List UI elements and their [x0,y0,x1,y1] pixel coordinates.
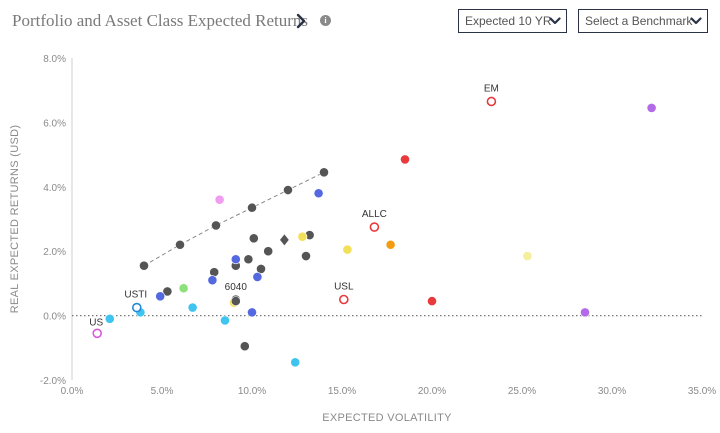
chart-point-labels: EM ALLC USL USTI US 6040 [89,83,499,328]
point-label: EM [484,83,499,94]
data-point [522,251,533,261]
data-point [162,286,173,297]
data-point [139,260,149,271]
data-point [427,296,437,307]
data-point [207,275,218,286]
x-tick-label: 0.0% [61,386,84,397]
labeled-point [132,302,142,313]
data-point [243,254,254,265]
y-tick-label: 6.0% [43,118,66,129]
data-point [313,188,324,199]
data-point [263,246,274,257]
y-tick-label: 8.0% [43,54,66,65]
data-point [247,307,257,318]
point-label: USTI [124,290,147,301]
data-point [297,231,308,242]
data-point [209,267,220,278]
data-point [248,233,259,244]
data-point [187,302,198,313]
y-tick-label: -2.0% [40,376,66,387]
labeled-point [92,328,102,339]
benchmark-dropdown-value: Select a Benchmark [585,14,693,28]
horizon-dropdown[interactable]: Expected 10 YR [458,9,567,33]
x-tick-label: 15.0% [328,386,356,397]
data-point [290,357,301,368]
labeled-point [338,294,349,305]
x-tick-label: 35.0% [688,386,716,397]
data-point [211,220,221,231]
y-tick-label: 0.0% [43,312,66,323]
x-tick-label: 5.0% [151,386,174,397]
data-point [385,239,396,250]
y-axis-label: REAL EXPECTED RETURNS (USD) [9,125,21,314]
labeled-point [486,96,497,107]
data-point [175,239,185,250]
data-point [239,341,250,352]
data-point [252,272,263,282]
x-axis-label: EXPECTED VOLATILITY [322,412,452,424]
labeled-point [369,222,380,232]
data-point [104,313,115,324]
data-point [230,254,241,265]
data-point [256,264,266,274]
chart-lines [143,171,325,267]
data-point [400,154,410,165]
data-point [283,185,293,195]
x-tick-label: 20.0% [418,386,446,397]
chevron-down-icon [690,17,702,25]
horizon-dropdown-value: Expected 10 YR [465,14,552,28]
x-tick-label: 25.0% [508,386,536,397]
frontier-line [143,171,325,267]
data-point [214,194,225,205]
info-icon[interactable]: i [320,15,331,26]
labeled-point [230,296,241,307]
scatter-chart: 0.0% 5.0% 10.0% 15.0% 20.0% 25.0% 30.0% 35.0% -2… [9,54,716,424]
data-point [580,307,590,318]
data-point [342,244,353,255]
axes: 0.0% 5.0% 10.0% 15.0% 20.0% 25.0% 30.0% 35.0% -2… [40,54,716,397]
point-label: 6040 [225,282,248,293]
data-point [646,103,657,113]
x-tick-label: 10.0% [238,386,266,397]
data-point [319,167,329,178]
chart-points [92,96,657,368]
chevron-down-icon [549,17,561,25]
point-label: US [89,317,103,328]
chevron-right-icon[interactable] [294,12,308,30]
data-point [220,315,230,326]
point-label: ALLC [362,209,387,220]
data-point [155,291,166,302]
data-point [247,202,257,213]
y-tick-label: 4.0% [43,183,66,194]
diamond-marker [280,234,289,246]
page-title: Portfolio and Asset Class Expected Retur… [12,11,309,30]
y-tick-label: 2.0% [43,247,66,258]
point-label: USL [334,282,354,293]
x-tick-label: 30.0% [598,386,626,397]
data-point [301,251,311,261]
data-point [178,283,189,294]
benchmark-dropdown[interactable]: Select a Benchmark [578,9,708,33]
header: Portfolio and Asset Class Expected Retur… [0,0,720,44]
